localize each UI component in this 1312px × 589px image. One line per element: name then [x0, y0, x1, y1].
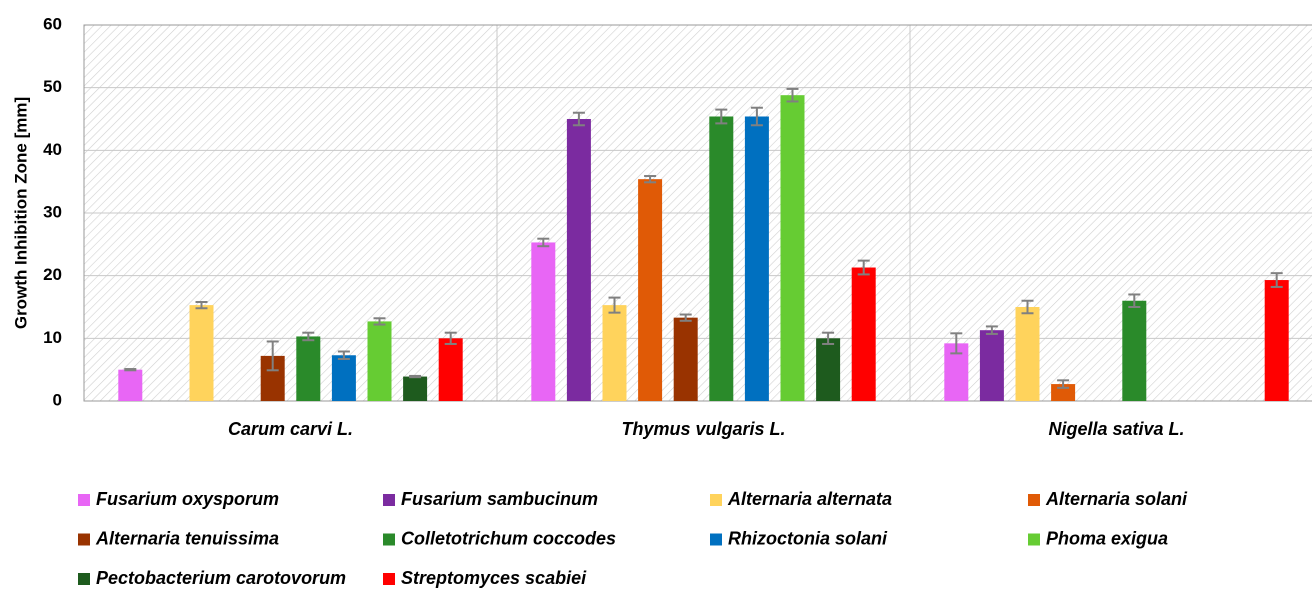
legend-label: Streptomyces scabiei: [401, 568, 587, 588]
bar: [816, 338, 841, 401]
plot-border: [83, 24, 1312, 402]
legend-label: Fusarium sambucinum: [401, 489, 598, 509]
y-axis-label: Growth Inhibition Zone [mm]: [11, 97, 30, 329]
bar: [531, 242, 556, 401]
legend-label: Fusarium oxysporum: [96, 489, 279, 509]
bar: [118, 369, 143, 401]
x-tick-label: Carum carvi L.: [228, 419, 353, 439]
bar: [638, 179, 663, 401]
legend-swatch: [383, 494, 395, 506]
bar: [602, 305, 627, 401]
legend-swatch: [1028, 494, 1040, 506]
y-tick-label: 40: [43, 140, 62, 159]
y-tick-label: 50: [43, 77, 62, 96]
legend-label: Alternaria alternata: [727, 489, 892, 509]
legend-swatch: [710, 533, 722, 546]
legend-swatch: [78, 573, 90, 585]
x-tick-label: Thymus vulgaris L.: [621, 419, 785, 439]
legend-label: Rhizoctonia solani: [728, 528, 888, 548]
bar: [780, 95, 805, 401]
legend-label: Colletotrichum coccodes: [401, 528, 616, 548]
y-tick-label: 10: [43, 328, 62, 347]
bar: [1264, 280, 1289, 401]
legend-swatch: [78, 533, 90, 546]
legend-label: Phoma exigua: [1046, 528, 1168, 548]
bar: [979, 330, 1004, 401]
bar: [331, 355, 356, 401]
bar: [744, 116, 769, 401]
bar: [851, 267, 876, 401]
bar: [189, 305, 214, 401]
legend-swatch: [383, 533, 395, 546]
legend-label: Alternaria solani: [1045, 489, 1188, 509]
x-tick-label: Nigella sativa L.: [1048, 419, 1184, 439]
y-tick-label: 30: [43, 202, 62, 221]
legend-swatch: [383, 573, 395, 585]
legend-label: Pectobacterium carotovorum: [96, 568, 346, 588]
bar: [1122, 300, 1147, 401]
legend-swatch: [78, 494, 90, 506]
bar: [438, 338, 463, 401]
legend-swatch: [710, 494, 722, 506]
legend-swatch: [1028, 533, 1040, 546]
legend-label: Alternaria tenuissima: [95, 528, 279, 548]
bar: [403, 376, 428, 401]
y-tick-label: 0: [53, 390, 62, 409]
bar: [367, 321, 392, 401]
bar: [566, 119, 591, 401]
bar: [709, 116, 734, 401]
bar: [296, 336, 321, 401]
bar: [673, 317, 698, 401]
bar: [1015, 307, 1040, 401]
y-tick-label: 60: [43, 14, 62, 33]
y-tick-label: 20: [43, 265, 62, 284]
